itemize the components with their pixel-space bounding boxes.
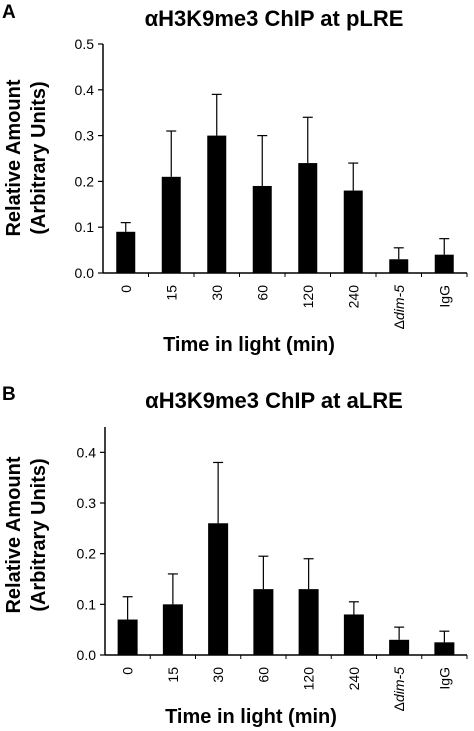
bar-b bbox=[117, 619, 138, 655]
category-italic: dim-5 bbox=[391, 285, 407, 320]
x-category-label-b: Δdim-5 bbox=[391, 667, 407, 712]
bar-a bbox=[252, 185, 272, 273]
x-category-label-a: 240 bbox=[345, 285, 361, 309]
bar-b bbox=[343, 614, 364, 655]
x-category-label-a: 30 bbox=[209, 285, 225, 301]
x-category-label-a: IgG bbox=[436, 285, 452, 308]
bar-b bbox=[208, 523, 229, 655]
category-italic: dim-5 bbox=[391, 667, 407, 702]
y-tick-label-a: 0.3 bbox=[75, 128, 95, 144]
y-tick-label-b: 0.3 bbox=[77, 495, 97, 511]
panel-letter-b: B bbox=[2, 384, 16, 405]
x-category-label-b: 30 bbox=[210, 667, 226, 683]
x-axis-title-b: Time in light (min) bbox=[165, 706, 337, 728]
bar-b bbox=[389, 639, 410, 655]
x-category-label-b: 120 bbox=[301, 667, 317, 691]
bar-a bbox=[389, 259, 409, 273]
bar-a bbox=[116, 231, 136, 273]
x-axis-title-a: Time in light (min) bbox=[163, 334, 335, 356]
x-category-label-a: 60 bbox=[254, 285, 270, 301]
panel-a: A αH3K9me3 ChIP at pLRE Relative Amount … bbox=[2, 2, 468, 356]
panel-letter-a: A bbox=[2, 2, 16, 23]
category-prefix: Δ bbox=[391, 320, 407, 329]
bar-b bbox=[298, 589, 319, 655]
y-tick-label-a: 0.1 bbox=[75, 219, 95, 235]
x-category-label-a: 120 bbox=[300, 285, 316, 309]
y-tick-label-a: 0.5 bbox=[75, 36, 95, 52]
x-category-label-b: 15 bbox=[165, 667, 181, 683]
x-category-label-b: 60 bbox=[255, 667, 271, 683]
y-tick-label-a: 0.2 bbox=[75, 173, 95, 189]
x-category-label-b: IgG bbox=[436, 667, 452, 690]
bar-a bbox=[434, 254, 454, 273]
bar-b bbox=[434, 642, 455, 655]
y-axis-title-b-line1: Relative Amount bbox=[3, 456, 25, 613]
category-prefix: Δ bbox=[391, 702, 407, 711]
chart-title-a: αH3K9me3 ChIP at pLRE bbox=[145, 6, 404, 31]
y-tick-label-b: 0.1 bbox=[77, 596, 97, 612]
y-tick-label-b: 0.4 bbox=[77, 444, 97, 460]
bar-a bbox=[343, 190, 363, 273]
y-tick-label-a: 0.0 bbox=[75, 265, 95, 281]
bar-a bbox=[161, 176, 181, 273]
y-axis-title-b-line2: (Arbitrary Units) bbox=[28, 458, 50, 611]
y-tick-label-a: 0.4 bbox=[75, 82, 95, 98]
x-category-label-a: 15 bbox=[163, 285, 179, 301]
x-category-label-b: 0 bbox=[120, 667, 136, 675]
bar-a bbox=[207, 135, 227, 273]
panel-b: B αH3K9me3 ChIP at aLRE Relative Amount … bbox=[2, 384, 468, 728]
bar-a bbox=[298, 163, 318, 273]
y-axis-title-a-line2: (Arbitrary Units) bbox=[28, 81, 50, 234]
y-tick-label-b: 0.0 bbox=[77, 647, 97, 663]
x-category-label-b: 240 bbox=[346, 667, 362, 691]
chart-title-b: αH3K9me3 ChIP at aLRE bbox=[145, 388, 403, 413]
bar-b bbox=[162, 604, 183, 655]
x-category-label-a: 0 bbox=[118, 285, 134, 293]
y-tick-label-b: 0.2 bbox=[77, 546, 97, 562]
bar-b bbox=[253, 589, 274, 655]
y-axis-title-a-line1: Relative Amount bbox=[3, 79, 25, 236]
x-category-label-a: Δdim-5 bbox=[391, 285, 407, 330]
